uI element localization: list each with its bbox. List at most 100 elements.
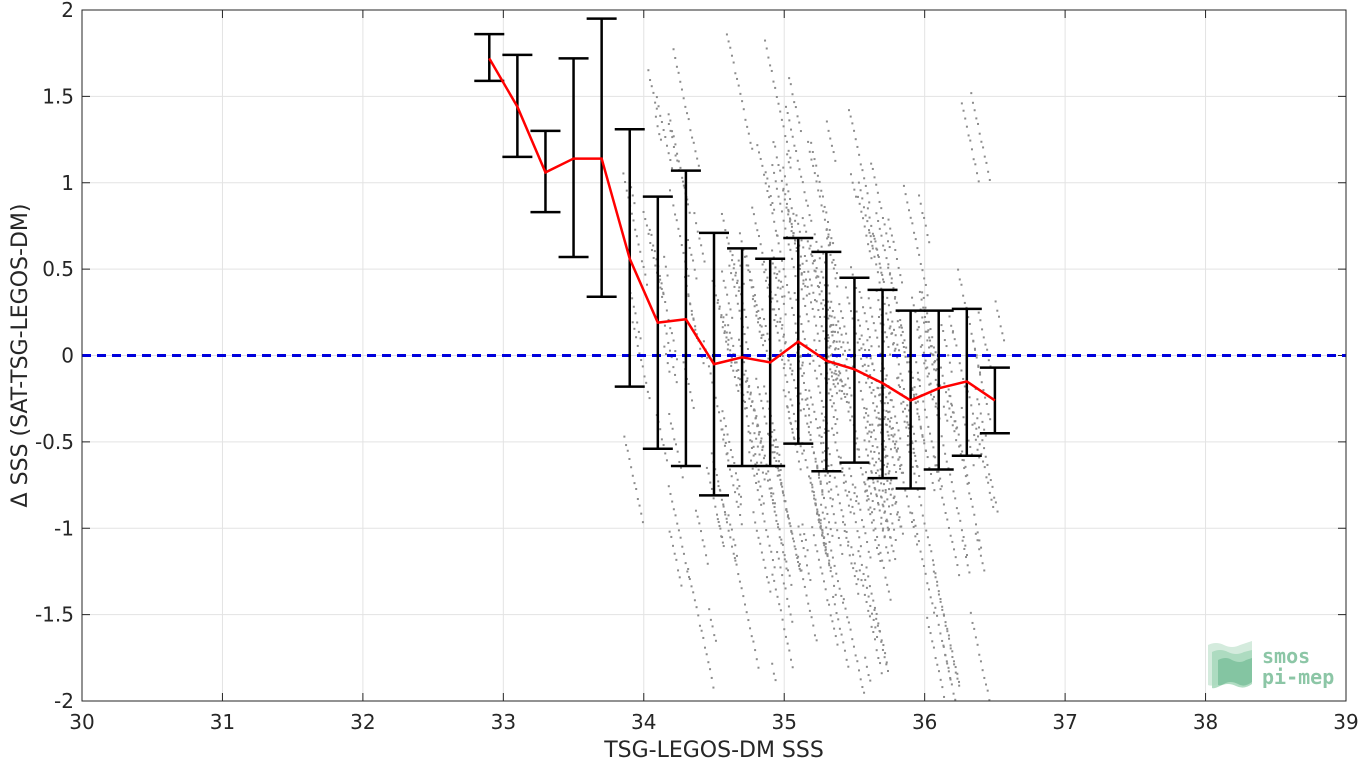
scatter-point bbox=[869, 506, 872, 509]
scatter-point bbox=[779, 566, 782, 569]
scatter-point bbox=[760, 336, 763, 339]
scatter-point bbox=[722, 505, 725, 508]
scatter-point bbox=[892, 287, 895, 290]
scatter-point bbox=[750, 459, 753, 462]
scatter-point bbox=[749, 391, 752, 394]
scatter-point bbox=[818, 364, 821, 367]
scatter-point bbox=[791, 537, 794, 540]
scatter-point bbox=[828, 228, 831, 231]
x-tick-labels: 30 31 32 33 34 35 36 37 38 39 bbox=[69, 710, 1358, 734]
scatter-point bbox=[865, 600, 868, 603]
scatter-point bbox=[888, 559, 891, 562]
scatter-point bbox=[783, 558, 786, 561]
scatter-point bbox=[847, 504, 850, 507]
scatter-point bbox=[746, 391, 749, 394]
scatter-point bbox=[926, 234, 929, 237]
scatter-point bbox=[816, 174, 819, 177]
scatter-point bbox=[812, 291, 815, 294]
scatter-point bbox=[800, 239, 803, 242]
scatter-point bbox=[641, 521, 644, 524]
scatter-point bbox=[860, 563, 863, 566]
scatter-point bbox=[961, 450, 964, 453]
scatter-point bbox=[625, 189, 628, 192]
scatter-point bbox=[775, 187, 778, 190]
scatter-point bbox=[936, 414, 939, 417]
scatter-point bbox=[727, 343, 730, 346]
scatter-point bbox=[883, 249, 886, 252]
scatter-point bbox=[802, 246, 805, 249]
scatter-point bbox=[682, 361, 685, 364]
scatter-point bbox=[863, 481, 866, 484]
scatter-point bbox=[874, 626, 877, 629]
y-tick-label: 2 bbox=[61, 0, 74, 22]
scatter-point bbox=[863, 691, 866, 694]
scatter-point bbox=[907, 209, 910, 212]
scatter-point bbox=[712, 686, 715, 689]
scatter-point bbox=[934, 456, 937, 459]
scatter-point bbox=[773, 429, 776, 432]
scatter-point bbox=[916, 371, 919, 374]
scatter-point bbox=[813, 494, 816, 497]
scatter-point bbox=[905, 495, 908, 498]
scatter-point bbox=[972, 339, 975, 342]
scatter-point bbox=[809, 244, 812, 247]
scatter-point bbox=[826, 599, 829, 602]
scatter-point bbox=[904, 355, 907, 358]
scatter-point bbox=[735, 554, 738, 557]
scatter-point bbox=[793, 545, 796, 548]
scatter-point bbox=[867, 243, 870, 246]
scatter-point bbox=[877, 315, 880, 318]
scatter-point bbox=[737, 84, 740, 87]
scatter-point bbox=[731, 254, 734, 257]
scatter-point bbox=[890, 544, 893, 547]
scatter-point bbox=[652, 256, 655, 259]
scatter-point bbox=[760, 503, 763, 506]
scatter-point bbox=[740, 587, 743, 590]
scatter-point bbox=[868, 336, 871, 339]
scatter-point bbox=[813, 339, 816, 342]
scatter-point bbox=[912, 393, 915, 396]
scatter-point bbox=[725, 236, 728, 239]
scatter-point bbox=[732, 61, 735, 64]
logo-wave-icon bbox=[1208, 641, 1252, 689]
scatter-point bbox=[829, 345, 832, 348]
scatter-point bbox=[764, 279, 767, 282]
scatter-point bbox=[761, 251, 764, 254]
scatter-point bbox=[931, 363, 934, 366]
scatter-point bbox=[716, 513, 719, 516]
scatter-point bbox=[983, 428, 986, 431]
scatter-point bbox=[841, 467, 844, 470]
scatter-point bbox=[811, 490, 814, 493]
y-tick-label: 1.5 bbox=[42, 84, 74, 108]
scatter-point bbox=[674, 443, 677, 446]
scatter-point bbox=[944, 413, 947, 416]
scatter-point bbox=[810, 616, 813, 619]
scatter-point bbox=[790, 530, 793, 533]
scatter-point bbox=[999, 325, 1002, 328]
scatter-point bbox=[926, 375, 929, 378]
scatter-point bbox=[878, 394, 881, 397]
scatter-point bbox=[818, 521, 821, 524]
scatter-point bbox=[850, 546, 853, 549]
scatter-point bbox=[777, 308, 780, 311]
scatter-point bbox=[882, 527, 885, 530]
scatter-point bbox=[872, 429, 875, 432]
scatter-point bbox=[672, 508, 675, 511]
scatter-point bbox=[665, 352, 668, 355]
scatter-point bbox=[645, 224, 648, 227]
scatter-point bbox=[780, 538, 783, 541]
scatter-point bbox=[863, 312, 866, 315]
scatter-point bbox=[934, 464, 937, 467]
scatter-point bbox=[873, 606, 876, 609]
scatter-point bbox=[970, 404, 973, 407]
scatter-point bbox=[675, 219, 678, 222]
scatter-point bbox=[709, 481, 712, 484]
scatter-point bbox=[892, 405, 895, 408]
scatter-point bbox=[902, 481, 905, 484]
scatter-point bbox=[742, 282, 745, 285]
scatter-point bbox=[676, 522, 679, 525]
scatter-point bbox=[978, 443, 981, 446]
scatter-point bbox=[921, 434, 924, 437]
scatter-point bbox=[639, 250, 642, 253]
scatter-point bbox=[809, 481, 812, 484]
